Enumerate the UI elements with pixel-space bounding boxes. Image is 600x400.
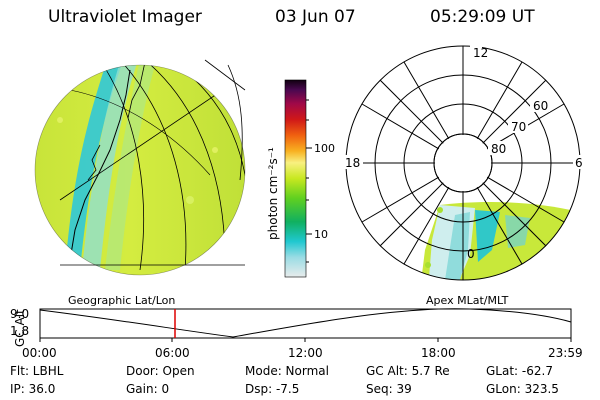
status-gain: Gain: 0 [126, 382, 170, 396]
geographic-image [34, 59, 246, 276]
altplot-x-1200: 12:00 [288, 346, 323, 360]
status-gc-alt: GC Alt: 5.7 Re [366, 364, 450, 378]
altplot-x-0600: 06:00 [155, 346, 190, 360]
altplot-x-0000: 00:00 [22, 346, 57, 360]
status-door: Door: Open [126, 364, 195, 378]
status-seq: Seq: 39 [366, 382, 412, 396]
lat-label-60: 60 [533, 99, 548, 113]
colorbar-tick-100: 100 [314, 142, 335, 155]
geo-panel-label: Geographic Lat/Lon [68, 294, 176, 307]
colorbar-tick-10: 10 [314, 228, 328, 241]
altitude-plot [39, 308, 572, 342]
status-glat: GLat: -62.7 [486, 364, 553, 378]
altplot-x-2359: 23:59 [548, 346, 583, 360]
mlt-label-6: 6 [575, 156, 583, 170]
apex-panel-label: Apex MLat/MLT [426, 294, 509, 307]
time-display: 05:29:09 UT [430, 7, 535, 27]
mlt-label-12: 12 [473, 46, 488, 60]
status-flt: Flt: LBHL [10, 364, 64, 378]
date-display: 03 Jun 07 [275, 7, 356, 27]
colorbar-unit-label: photon cm⁻²s⁻¹ [266, 147, 280, 240]
altplot-axis-label: GC Alt [13, 309, 27, 347]
status-ip: IP: 36.0 [10, 382, 56, 396]
lat-label-70: 70 [511, 120, 526, 134]
status-dsp: Dsp: -7.5 [245, 382, 300, 396]
app-title: Ultraviolet Imager [48, 7, 202, 27]
status-glon: GLon: 323.5 [486, 382, 559, 396]
altplot-ymax: 9.0 [10, 307, 30, 321]
mlt-label-0: 0 [467, 247, 475, 261]
status-mode: Mode: Normal [245, 364, 329, 378]
color-bar [284, 79, 312, 278]
lat-label-80: 80 [491, 142, 506, 156]
altplot-x-1800: 18:00 [421, 346, 456, 360]
mlt-label-18: 18 [345, 156, 360, 170]
altplot-ymin: 1.8 [10, 324, 30, 338]
